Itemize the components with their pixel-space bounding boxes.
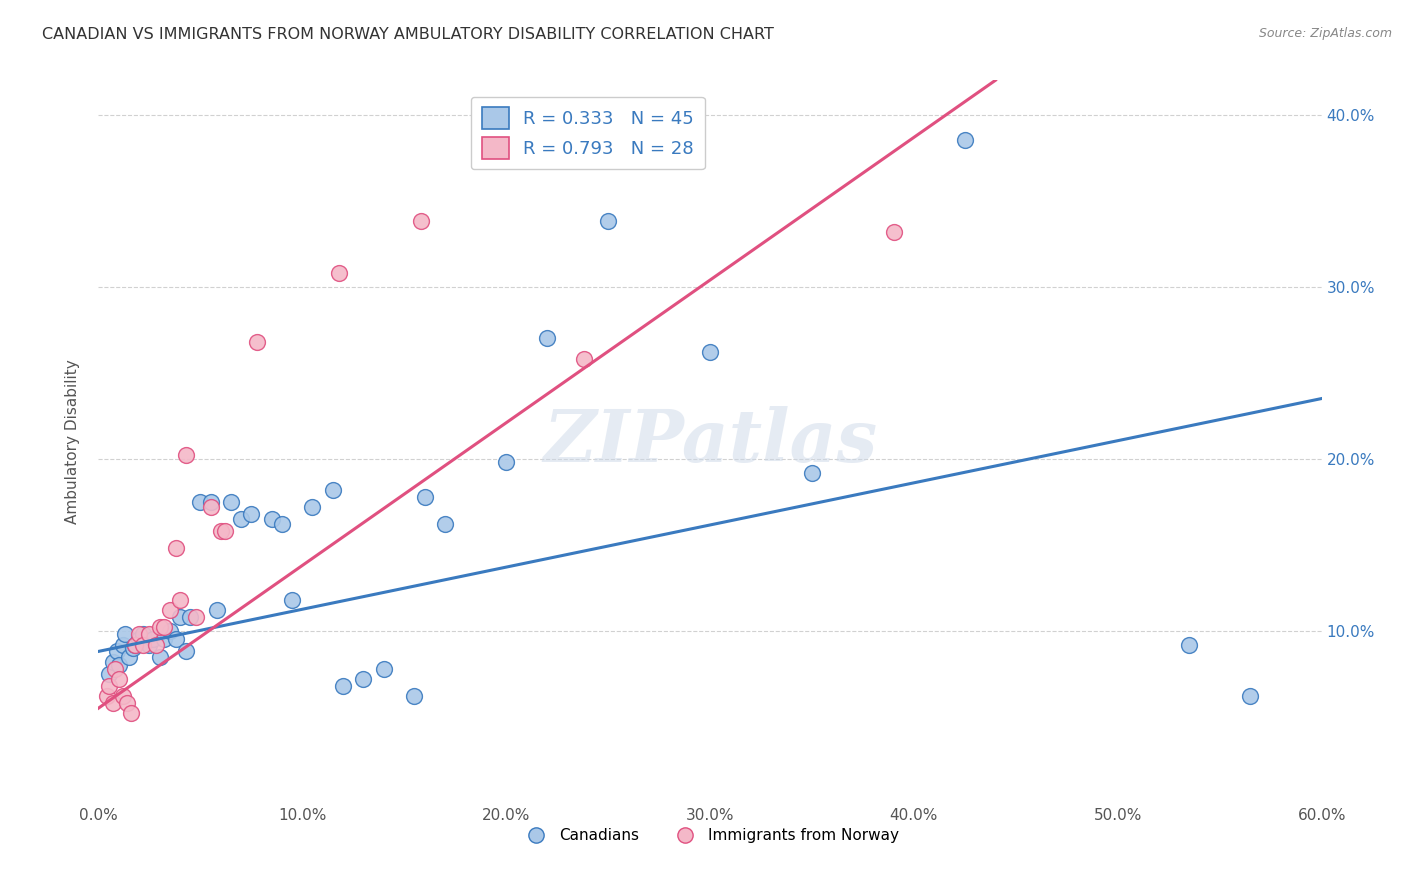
Point [149, 620, 172, 634]
Point [115, 696, 138, 710]
Point [118, 649, 141, 664]
Point [260, 512, 283, 526]
Point [152, 620, 174, 634]
Point [536, 331, 558, 345]
Point [114, 627, 136, 641]
Point [159, 603, 181, 617]
Point [165, 541, 187, 556]
Point [132, 638, 155, 652]
Point [169, 610, 191, 624]
Point [159, 624, 181, 638]
Point [413, 490, 436, 504]
Point [101, 696, 124, 710]
Point [142, 632, 165, 647]
Point [246, 334, 269, 349]
Point [108, 672, 131, 686]
Point [124, 638, 146, 652]
Point [214, 524, 236, 538]
Point [138, 627, 160, 641]
Point [219, 494, 242, 508]
Point [120, 706, 142, 721]
Point [598, 214, 620, 228]
Point [373, 662, 395, 676]
Point [174, 644, 197, 658]
Point [96, 689, 118, 703]
Point [188, 494, 212, 508]
Point [104, 662, 127, 676]
Point [200, 494, 222, 508]
Legend: Canadians, Immigrants from Norway: Canadians, Immigrants from Norway [515, 822, 905, 849]
Point [97, 666, 120, 681]
Point [209, 524, 232, 538]
Point [111, 689, 134, 703]
Point [101, 655, 124, 669]
Point [270, 517, 294, 532]
Point [108, 658, 131, 673]
Point [124, 638, 146, 652]
Point [132, 627, 155, 641]
Point [205, 603, 228, 617]
Point [128, 632, 150, 647]
Point [128, 627, 150, 641]
Point [332, 679, 354, 693]
Point [149, 649, 172, 664]
Point [404, 689, 426, 703]
Y-axis label: Ambulatory Disability: Ambulatory Disability [65, 359, 80, 524]
Point [179, 610, 201, 624]
Point [240, 507, 263, 521]
Point [953, 133, 976, 147]
Point [1178, 638, 1201, 652]
Point [97, 679, 120, 693]
Point [174, 448, 197, 462]
Point [801, 466, 824, 480]
Point [165, 632, 187, 647]
Point [281, 592, 304, 607]
Point [322, 483, 344, 497]
Point [122, 640, 145, 655]
Text: Source: ZipAtlas.com: Source: ZipAtlas.com [1258, 27, 1392, 40]
Point [301, 500, 323, 514]
Point [152, 632, 174, 647]
Point [328, 266, 350, 280]
Point [883, 225, 905, 239]
Point [186, 610, 208, 624]
Point [699, 345, 721, 359]
Point [111, 638, 134, 652]
Point [145, 638, 167, 652]
Point [138, 638, 160, 652]
Point [495, 455, 517, 469]
Point [169, 592, 191, 607]
Text: ZIPatlas: ZIPatlas [543, 406, 877, 477]
Point [231, 512, 253, 526]
Point [572, 351, 595, 366]
Text: CANADIAN VS IMMIGRANTS FROM NORWAY AMBULATORY DISABILITY CORRELATION CHART: CANADIAN VS IMMIGRANTS FROM NORWAY AMBUL… [42, 27, 775, 42]
Point [409, 214, 432, 228]
Point [1239, 689, 1261, 703]
Point [105, 644, 128, 658]
Point [434, 517, 457, 532]
Point [200, 500, 222, 514]
Point [352, 672, 374, 686]
